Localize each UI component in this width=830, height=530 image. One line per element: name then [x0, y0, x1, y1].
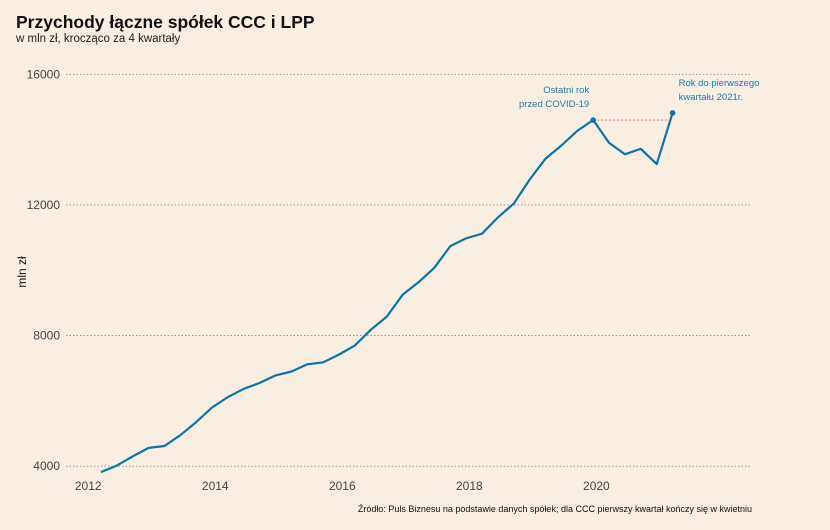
annotation-1-line-1: Ostatni rok: [543, 85, 589, 96]
y-axis-label: mln zł: [15, 256, 29, 288]
y-axis-ticks: 4000 8000 12000 16000: [27, 67, 61, 473]
x-tick-label-2020: 2020: [583, 479, 610, 493]
y-tick-label-12000: 12000: [27, 198, 61, 212]
x-axis-ticks: 2012 2014 2016 2018 2020: [75, 479, 610, 493]
annotations: Ostatni rok przed COVID-19 Rok do pierwsze…: [519, 78, 759, 110]
annotation-point-1: [590, 117, 597, 123]
annotation-1-line-2: przed COVID-19: [519, 99, 589, 110]
chart-title: Przychody łączne spółek CCC i LPP: [16, 12, 315, 32]
annotation-2-line-2: kwartału 2021r.: [679, 92, 743, 103]
annotation-2-line-1: Rok do pierwszego: [679, 78, 760, 89]
y-tick-label-8000: 8000: [33, 329, 60, 343]
annotation-point-2: [669, 110, 676, 116]
x-tick-label-2012: 2012: [75, 479, 102, 493]
x-tick-label-2018: 2018: [456, 479, 483, 493]
annotation-points: [590, 110, 676, 123]
x-tick-label-2016: 2016: [329, 479, 356, 493]
chart-subtitle: w mln zł, krocząco za 4 kwartały: [16, 33, 181, 45]
y-tick-label-4000: 4000: [33, 459, 60, 473]
source-note: Źródło: Puls Biznesu na podstawie danych…: [357, 504, 752, 514]
gridlines: [66, 73, 752, 467]
x-tick-label-2014: 2014: [202, 479, 229, 493]
revenue-series-line: [100, 112, 674, 474]
y-tick-label-16000: 16000: [27, 67, 61, 81]
